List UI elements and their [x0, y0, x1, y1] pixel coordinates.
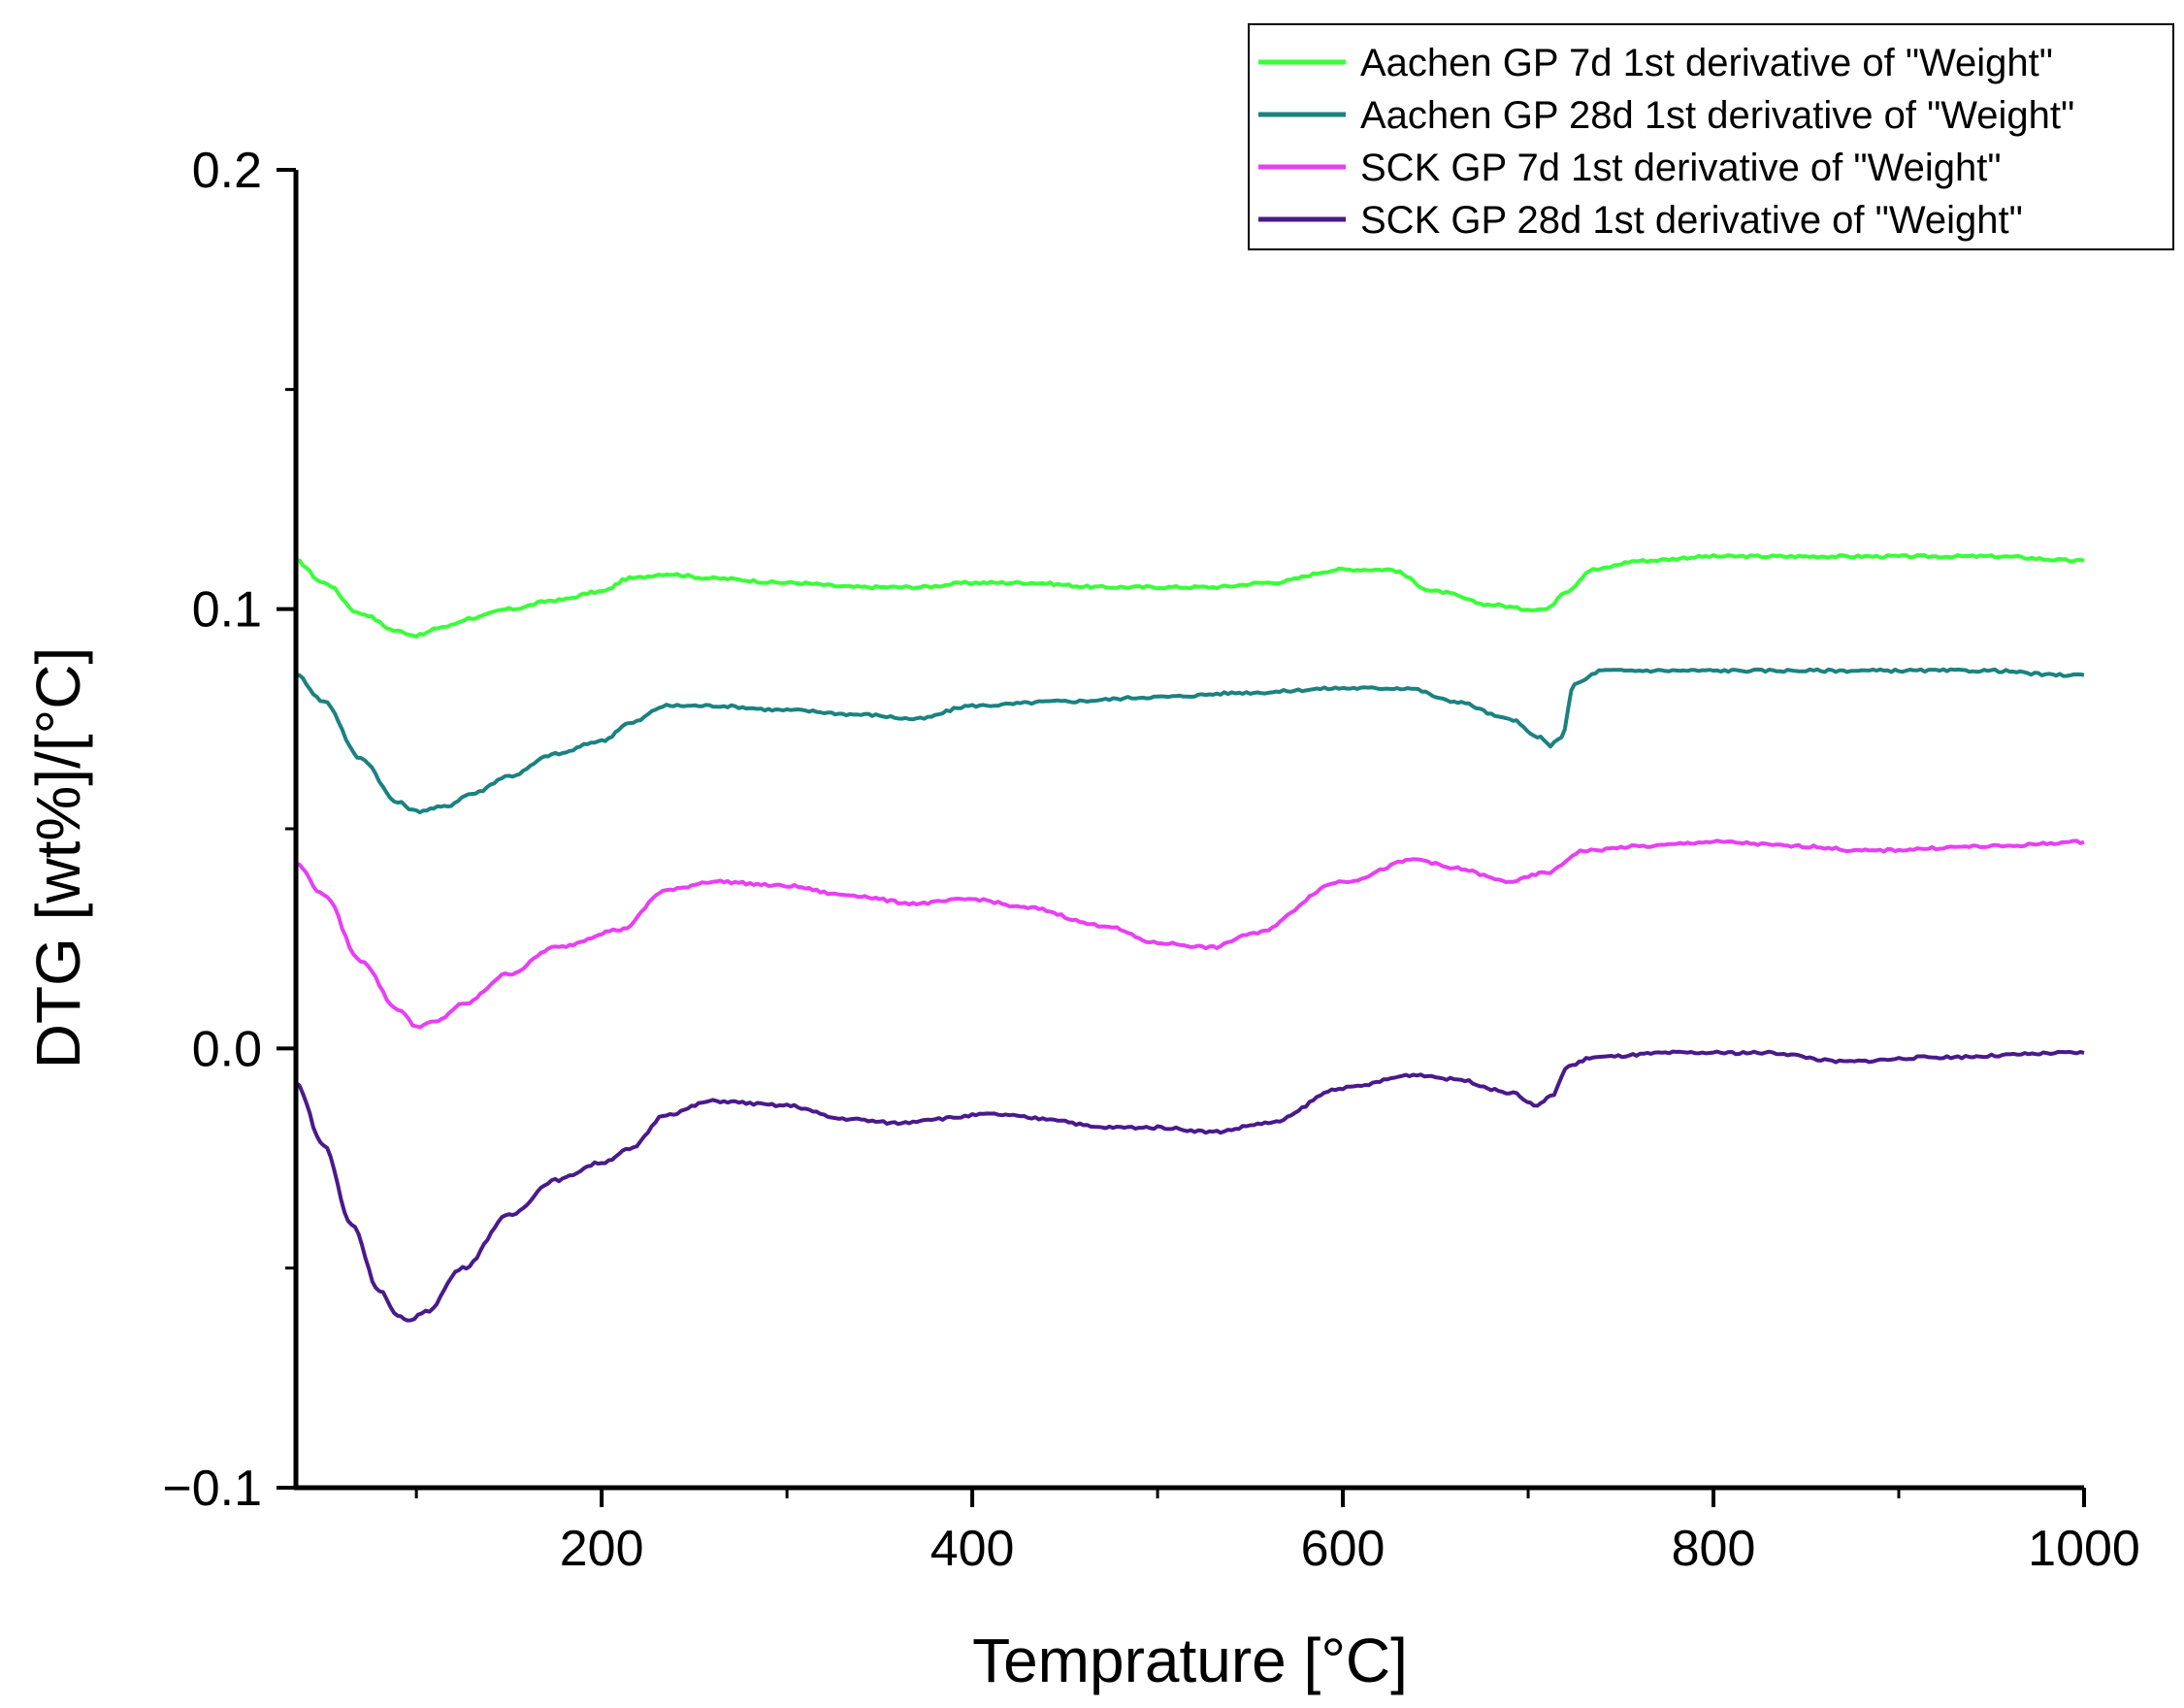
y-axis-title: DTG [wt%]/[°C] [23, 647, 93, 1069]
x-tick-label: 600 [1301, 1521, 1385, 1577]
legend-label: Aachen GP 28d 1st derivative of "Weight" [1360, 94, 2074, 137]
x-tick-label: 800 [1672, 1521, 1756, 1577]
legend-box [1248, 23, 2174, 250]
x-tick-label: 1000 [2028, 1521, 2140, 1577]
series-layer [294, 553, 2085, 1323]
series-line-3 [295, 838, 2085, 1030]
y-tick-label: −0.1 [162, 1461, 262, 1517]
legend-label: Aachen GP 7d 1st derivative of "Weight" [1360, 42, 2053, 84]
legend-label: SCK GP 28d 1st derivative of "Weight" [1360, 199, 2023, 242]
x-tick-label: 400 [930, 1521, 1015, 1577]
series-line-2 [295, 667, 2085, 815]
x-axis-title: Temprature [°C] [972, 1626, 1408, 1695]
y-tick-label: 0.1 [192, 582, 262, 639]
series-line-1 [295, 553, 2085, 640]
legend: Aachen GP 7d 1st derivative of "Weight" A… [1248, 23, 2174, 250]
ticks: 200 400 600 800 1000 −0.1 0.0 0.1 0.2 [162, 143, 2140, 1577]
x-tick-label: 200 [560, 1521, 644, 1577]
y-tick-label: 0.0 [192, 1021, 262, 1077]
y-tick-label: 0.2 [192, 143, 262, 199]
legend-label: SCK GP 7d 1st derivative of "Weight" [1360, 147, 2002, 189]
series-line-4 [294, 1049, 2085, 1323]
